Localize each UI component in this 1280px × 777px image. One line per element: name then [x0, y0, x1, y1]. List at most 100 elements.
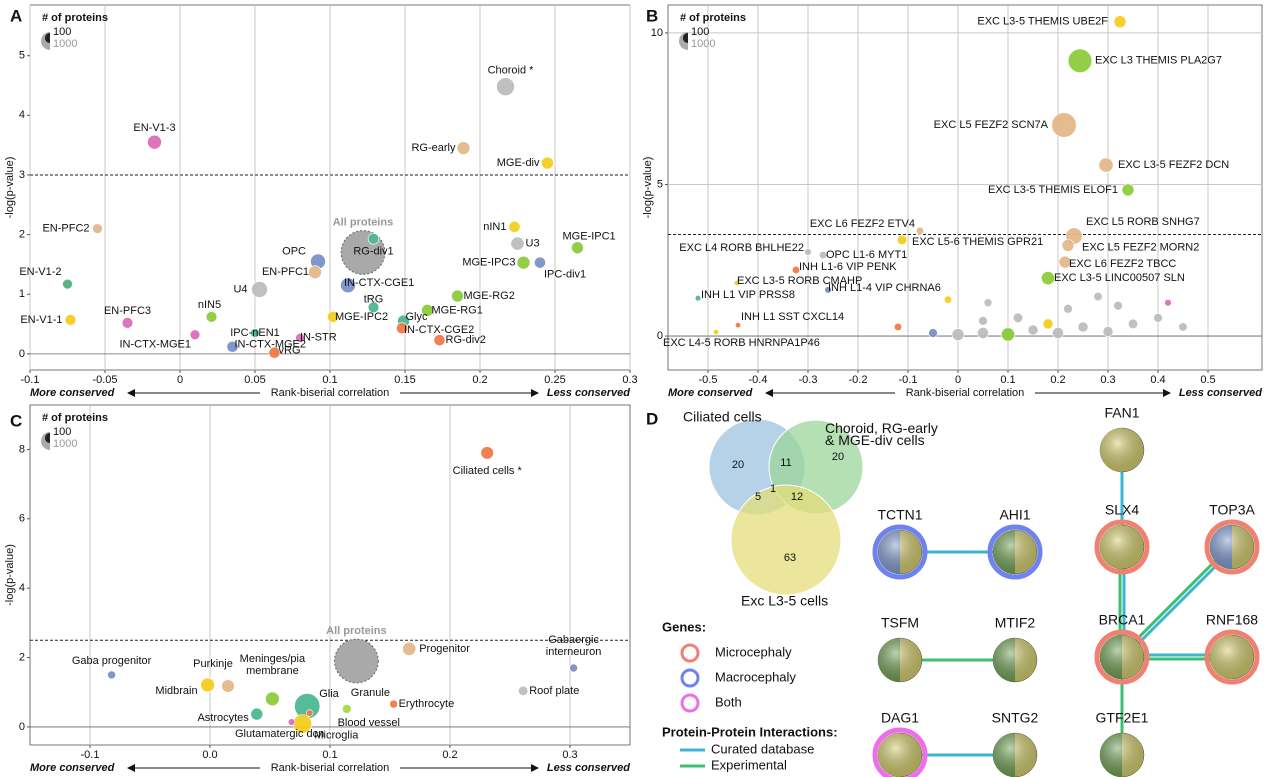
y-tick-label: 2 [19, 229, 25, 241]
point-label: EN-V1-3 [133, 122, 175, 134]
gene-ring [1094, 519, 1150, 575]
point-label: EXC L3-5 THEMIS ELOF1 [988, 184, 1118, 196]
x-tick-label: -0.1 [21, 374, 40, 386]
point-label-line: interneuron [546, 646, 602, 658]
point [951, 328, 965, 341]
gene-node-shade [993, 638, 1037, 682]
point-label: Glia [319, 688, 339, 700]
gene-label: BRCA1 [1099, 612, 1146, 628]
gene-label: TOP3A [1209, 502, 1255, 518]
gene-label: RNF168 [1206, 612, 1258, 628]
gene-node-shade [1210, 525, 1254, 569]
point [1113, 15, 1127, 28]
gene-label: AHI1 [999, 507, 1030, 523]
point-label-line: Gabaergic [548, 634, 599, 646]
x-tick-label: 0.0 [202, 749, 217, 761]
size-legend-label: 1000 [53, 438, 77, 450]
point-label: OPC [282, 245, 306, 257]
size-legend-circle [682, 32, 688, 44]
point-label: Gaba progenitor [72, 655, 152, 667]
gene-label: DAG1 [881, 710, 919, 726]
point [1093, 292, 1103, 302]
x-tick-label: -0.2 [849, 374, 868, 386]
x-tick-label: -0.4 [749, 374, 768, 386]
gene-node-shade [1100, 525, 1144, 569]
size-legend-label: 1000 [53, 38, 77, 50]
gene-ring [1094, 629, 1150, 685]
point [1063, 304, 1073, 314]
point-label: IN-CTX-MGE2 [235, 339, 307, 351]
point [534, 256, 546, 269]
point [1001, 327, 1015, 342]
x-tick-label: 0.3 [1100, 374, 1115, 386]
gene-node-shade [993, 733, 1037, 777]
gene-node-shade [1100, 635, 1144, 679]
y-tick-label: 10 [651, 27, 663, 39]
point [64, 314, 77, 326]
point [518, 685, 529, 696]
y-axis-label: -log(p-value) [642, 157, 654, 219]
point [1178, 322, 1188, 332]
x-tick-label: 0.1 [322, 749, 337, 761]
point-label: MGE-IPC2 [335, 311, 388, 323]
point [733, 279, 741, 287]
point [694, 295, 702, 302]
point [1042, 318, 1054, 330]
venn-set-label: Choroid, RG-early & MGE-div cells [825, 420, 938, 448]
point [569, 663, 578, 673]
point [389, 699, 398, 709]
point-label: MGE-IPC1 [563, 231, 616, 243]
y-tick-label: 0 [19, 721, 25, 733]
x-tick-label: -0.05 [92, 374, 117, 386]
point-label: EXC L5 FEZF2 MORN2 [1082, 241, 1199, 253]
point [928, 328, 938, 338]
point-label: INH L1-6 VIP PENK [799, 261, 897, 273]
point [791, 265, 801, 275]
point-label: Erythrocyte [399, 698, 455, 710]
x-axis-label: Rank-biserial correlation [271, 762, 390, 774]
x-tick-label: 0.3 [622, 374, 637, 386]
y-tick-label: 0 [19, 348, 25, 360]
legend-ring [680, 668, 700, 688]
panel-label: D [646, 409, 658, 428]
venn-count: 12 [791, 491, 803, 503]
legend-title: Protein-Protein Interactions: [662, 724, 838, 739]
point-label: INH L1-4 VIP CHRNA6 [828, 282, 941, 294]
point [713, 329, 719, 336]
point-label: EN-PFC3 [104, 305, 151, 317]
point [396, 322, 408, 335]
point-label: INH L1 VIP PRSS8 [701, 289, 795, 301]
x-tick-label: 0.5 [1200, 374, 1215, 386]
point [268, 346, 281, 359]
point-label: U4 [233, 283, 247, 295]
point-label: EN-V1-1 [20, 314, 62, 326]
point [977, 327, 989, 339]
venn-circle [730, 484, 842, 596]
gene-node-shade [993, 530, 1037, 574]
point [367, 301, 380, 314]
point-label: Granule [351, 687, 390, 699]
point [221, 679, 235, 693]
point [571, 241, 584, 255]
point-label-line: membrane [246, 665, 299, 677]
venn-count: 1 [770, 483, 776, 495]
point [1098, 157, 1114, 173]
all-proteins-label: All proteins [326, 625, 387, 637]
y-tick-label: 8 [19, 443, 25, 455]
point-label: EXC L3-5 LINC00507 SLN [1054, 272, 1185, 284]
gene-label: TSFM [881, 615, 919, 631]
point [1067, 48, 1093, 73]
point [1051, 112, 1077, 138]
point [421, 304, 434, 317]
point [367, 233, 380, 245]
x-axis-label: Rank-biserial correlation [906, 387, 1025, 399]
right-note: Less conserved [547, 762, 630, 774]
gene-label: FAN1 [1104, 405, 1139, 421]
x-tick-label: 0.2 [442, 749, 457, 761]
gene-label: TCTN1 [877, 507, 922, 523]
size-legend-title: # of proteins [42, 12, 108, 24]
y-tick-label: 5 [19, 50, 25, 62]
legend-label: Experimental [711, 757, 787, 772]
point [541, 156, 554, 170]
point [287, 718, 296, 726]
